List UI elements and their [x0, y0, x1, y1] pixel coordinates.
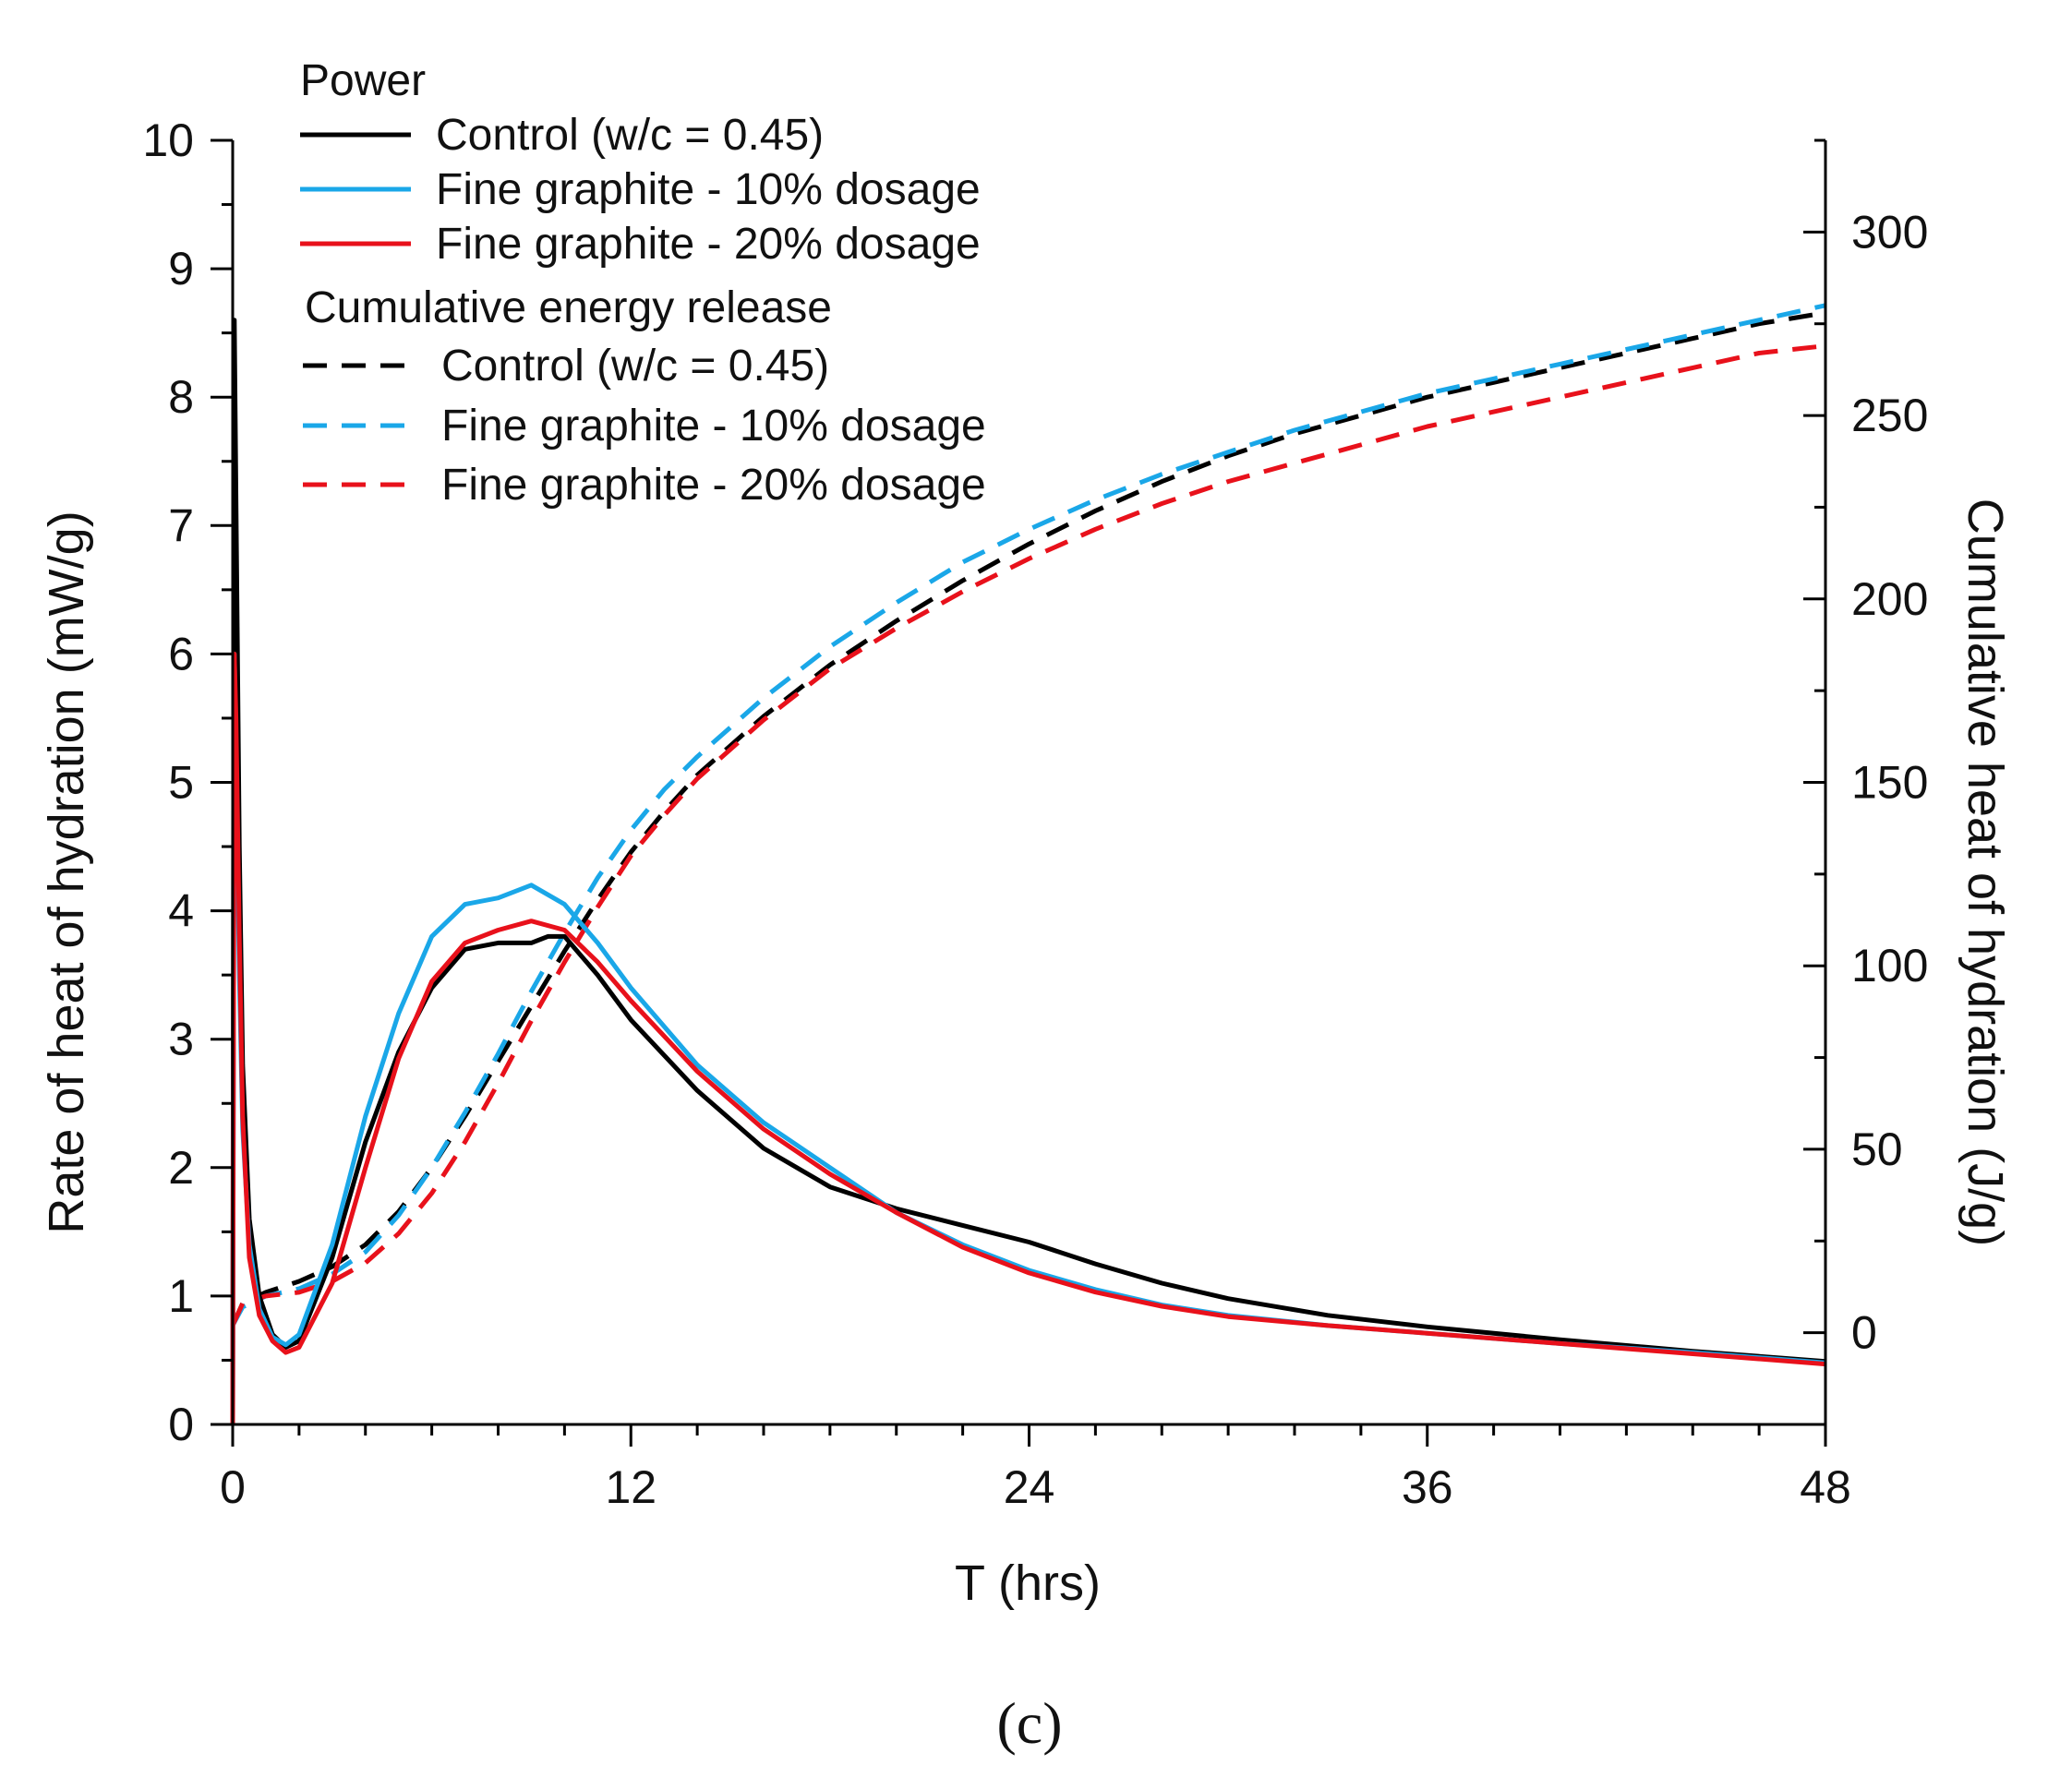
x-tick-label: 12	[605, 1461, 657, 1513]
left-tick-label: 4	[168, 885, 194, 937]
left-tick-label: 2	[168, 1142, 194, 1194]
legend-label-cumulative-2: Fine graphite - 10% dosage	[441, 402, 986, 451]
right-tick-label: 200	[1851, 573, 1928, 625]
left-tick-label: 6	[168, 628, 194, 679]
right-tick-label: 100	[1851, 940, 1928, 991]
left-tick-label: 3	[168, 1014, 194, 1065]
right-tick-label: 300	[1851, 206, 1928, 258]
plot-frame-background	[0, 55, 2072, 1643]
left-tick-label: 8	[168, 371, 194, 423]
left-tick-label: 9	[168, 243, 194, 294]
legend-label-power-3: Fine graphite - 20% dosage	[436, 220, 981, 269]
legend: Power Cumulative energy release Control …	[300, 56, 986, 510]
x-axis-title: T (hrs)	[955, 1556, 1101, 1611]
series-line-power-fine-graphite-20-dosage	[230, 651, 1826, 1425]
x-tick-label: 0	[220, 1461, 246, 1513]
left-tick-label: 1	[168, 1270, 194, 1322]
left-tick-label: 7	[168, 499, 194, 551]
legend-label-power-2: Fine graphite - 10% dosage	[436, 165, 981, 214]
panel-label: (c)	[996, 1690, 1062, 1756]
right-tick-label: 0	[1851, 1307, 1877, 1359]
right-tick-label: 250	[1851, 390, 1928, 441]
legend-heading-cumulative: Cumulative energy release	[305, 283, 832, 332]
legend-label-cumulative-3: Fine graphite - 20% dosage	[441, 461, 986, 510]
legend-label-cumulative-1: Control (w/c = 0.45)	[441, 342, 829, 390]
series-line-cumulative-fine-graphite-20-dosage	[230, 343, 1826, 1327]
series-layer	[230, 303, 1826, 1425]
left-tick-label: 5	[168, 757, 194, 809]
right-tick-label: 50	[1851, 1123, 1903, 1175]
legend-heading-power: Power	[300, 56, 426, 105]
x-tick-label: 24	[1004, 1461, 1055, 1513]
left-tick-label: 10	[142, 114, 194, 166]
legend-label-power-1: Control (w/c = 0.45)	[436, 111, 824, 160]
left-axis-title: Rate of heat of hydration (mW/g)	[39, 511, 94, 1233]
x-tick-label: 48	[1800, 1461, 1851, 1513]
series-line-cumulative-control-w-c-0-45	[230, 310, 1826, 1327]
right-axis-title: Cumulative heat of hydration (J/g)	[1958, 499, 2013, 1246]
left-tick-label: 0	[168, 1399, 194, 1450]
series-line-power-control-w-c-0-45	[230, 318, 1826, 1425]
right-tick-label: 150	[1851, 757, 1928, 809]
x-tick-label: 36	[1402, 1461, 1453, 1513]
series-line-cumulative-fine-graphite-10-dosage	[230, 303, 1826, 1327]
